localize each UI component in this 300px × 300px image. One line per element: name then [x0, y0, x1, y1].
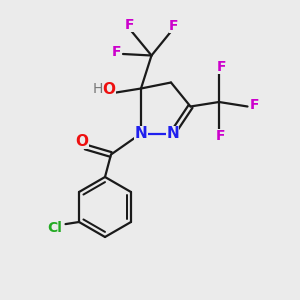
- Text: N: N: [135, 126, 147, 141]
- Text: F: F: [249, 98, 259, 112]
- Text: F: F: [112, 46, 121, 59]
- Text: O: O: [75, 134, 88, 149]
- Text: Cl: Cl: [48, 221, 62, 235]
- Text: O: O: [102, 82, 116, 97]
- Text: F: F: [124, 18, 134, 32]
- Text: N: N: [166, 126, 179, 141]
- Text: F: F: [217, 60, 227, 74]
- Text: F: F: [216, 130, 225, 143]
- Text: H: H: [93, 82, 103, 96]
- Text: F: F: [169, 19, 179, 33]
